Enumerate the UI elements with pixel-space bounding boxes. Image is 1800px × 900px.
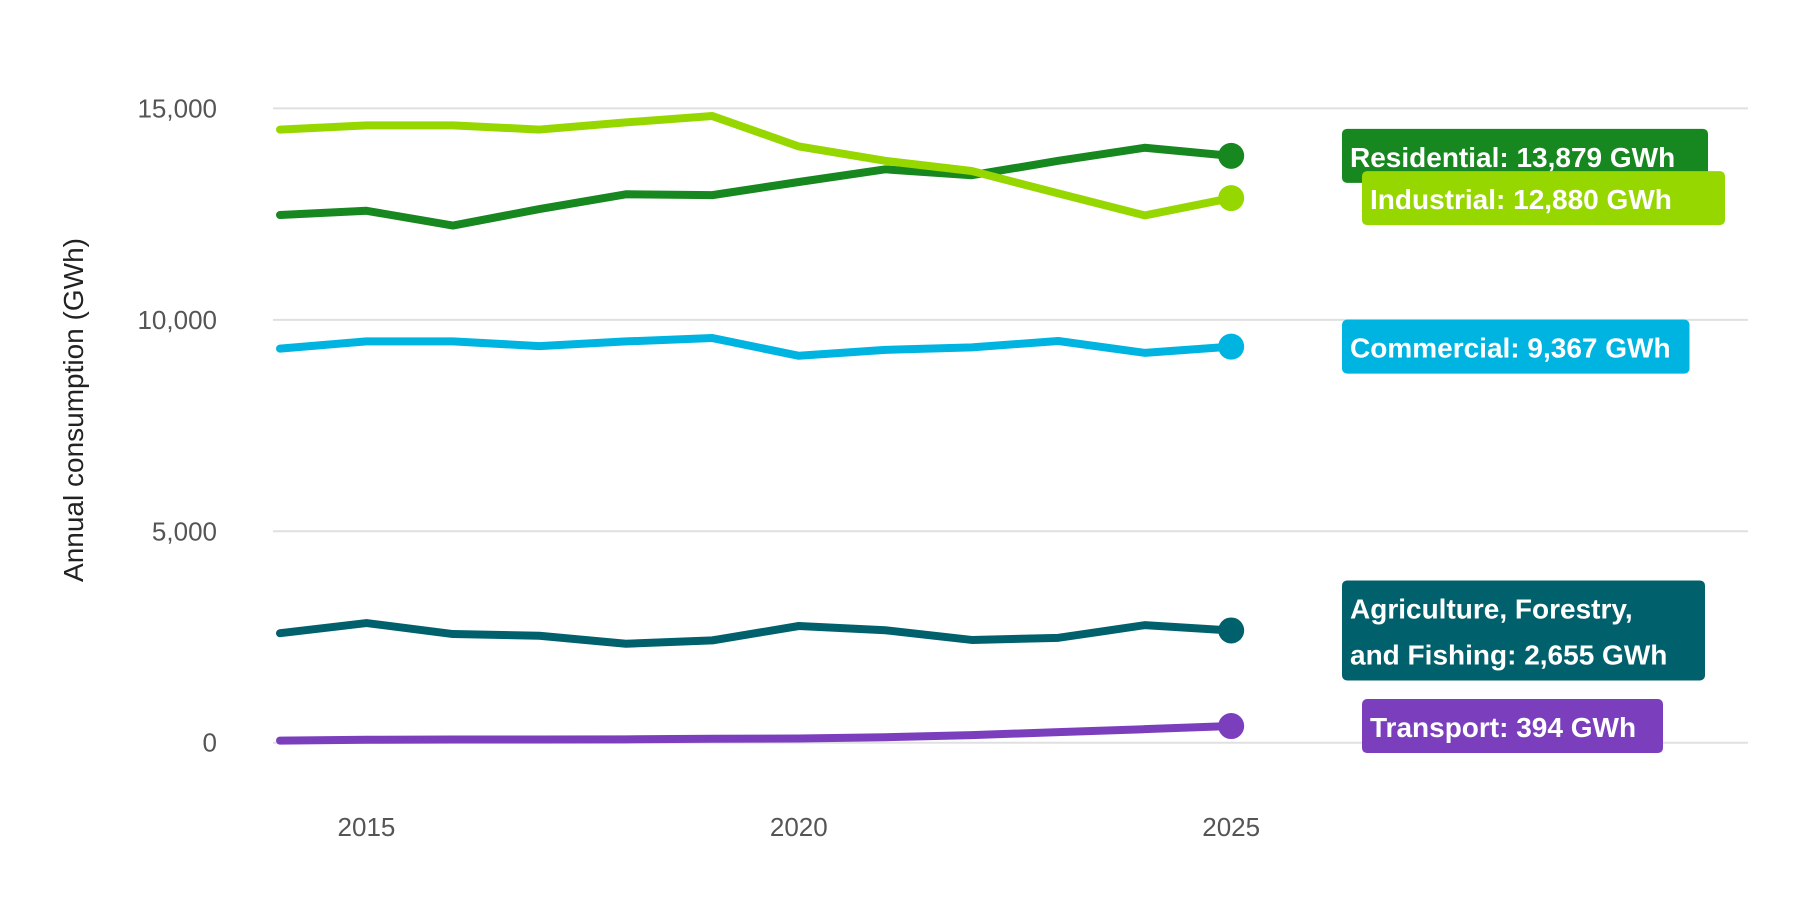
y-axis-title: Annual consumption (GWh) [58, 238, 89, 582]
series-label-transport: Transport: 394 GWh [1362, 699, 1663, 754]
series-line-agriculture-forestry-and-fishing [276, 619, 1236, 648]
x-tick-label: 2025 [1202, 812, 1260, 842]
series-label-box [1362, 699, 1663, 754]
x-tick-label: 2020 [770, 812, 828, 842]
series-label-agriculture-forestry-and-fishing: Agriculture, Forestry, and Fishing: 2,655… [1342, 580, 1705, 681]
series-label-text: Agriculture, Forestry, [1350, 593, 1633, 624]
series-label-commercial: Commercial: 9,367 GWh [1342, 319, 1690, 374]
series-line-transport [276, 722, 1236, 745]
series-labels: Residential: 13,879 GWh Industrial: 12,88… [1342, 128, 1725, 754]
y-tick-label: 15,000 [137, 93, 217, 123]
series-label-industrial: Industrial: 12,880 GWh [1362, 171, 1725, 226]
series-endpoint-agriculture-forestry-and-fishing [1218, 617, 1245, 644]
series-label-box [1362, 171, 1725, 226]
series-label-box [1342, 319, 1690, 374]
series-label-box [1342, 580, 1705, 681]
series-label-box [1342, 128, 1708, 183]
series-endpoint-transport [1218, 713, 1245, 740]
series-label-text: Residential: 13,879 GWh [1350, 142, 1675, 173]
series-line-industrial [276, 112, 1236, 220]
series-line-residential [276, 143, 1236, 230]
series-lines [276, 112, 1245, 745]
series-endpoint-commercial [1218, 333, 1245, 360]
series-label-text: and Fishing: 2,655 GWh [1350, 639, 1667, 670]
series-endpoint-residential [1218, 142, 1245, 169]
y-tick-label: 0 [203, 728, 217, 758]
series-endpoint-industrial [1218, 185, 1245, 212]
series-line-commercial [276, 334, 1236, 360]
y-tick-label: 5,000 [152, 516, 217, 546]
series-label-text: Industrial: 12,880 GWh [1370, 184, 1672, 215]
y-tick-label: 10,000 [137, 305, 217, 335]
y-axis-ticks: 0 5,000 10,000 15,000 [137, 93, 217, 757]
series-label-text: Transport: 394 GWh [1370, 712, 1636, 743]
series-label-residential: Residential: 13,879 GWh [1342, 128, 1708, 183]
x-tick-label: 2015 [338, 812, 396, 842]
x-axis-ticks: 2015 2020 2025 [338, 812, 1261, 842]
series-label-text: Commercial: 9,367 GWh [1350, 333, 1671, 364]
